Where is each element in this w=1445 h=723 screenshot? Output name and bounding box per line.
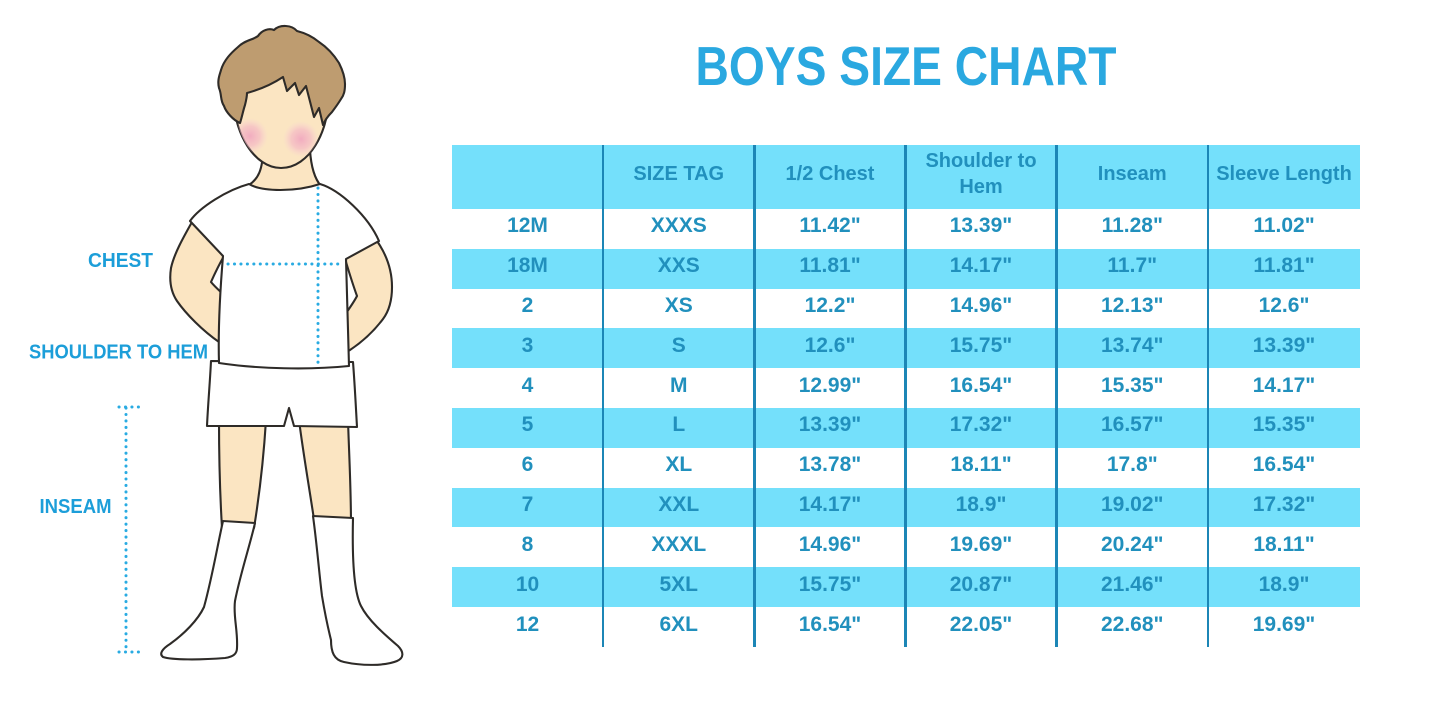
svg-text:BOYS SIZE CHART: BOYS SIZE CHART — [696, 35, 1117, 97]
svg-text:INSEAM: INSEAM — [40, 496, 112, 518]
svg-text:SHOULDER TO HEM: SHOULDER TO HEM — [29, 342, 208, 364]
svg-text:CHEST: CHEST — [88, 250, 153, 272]
